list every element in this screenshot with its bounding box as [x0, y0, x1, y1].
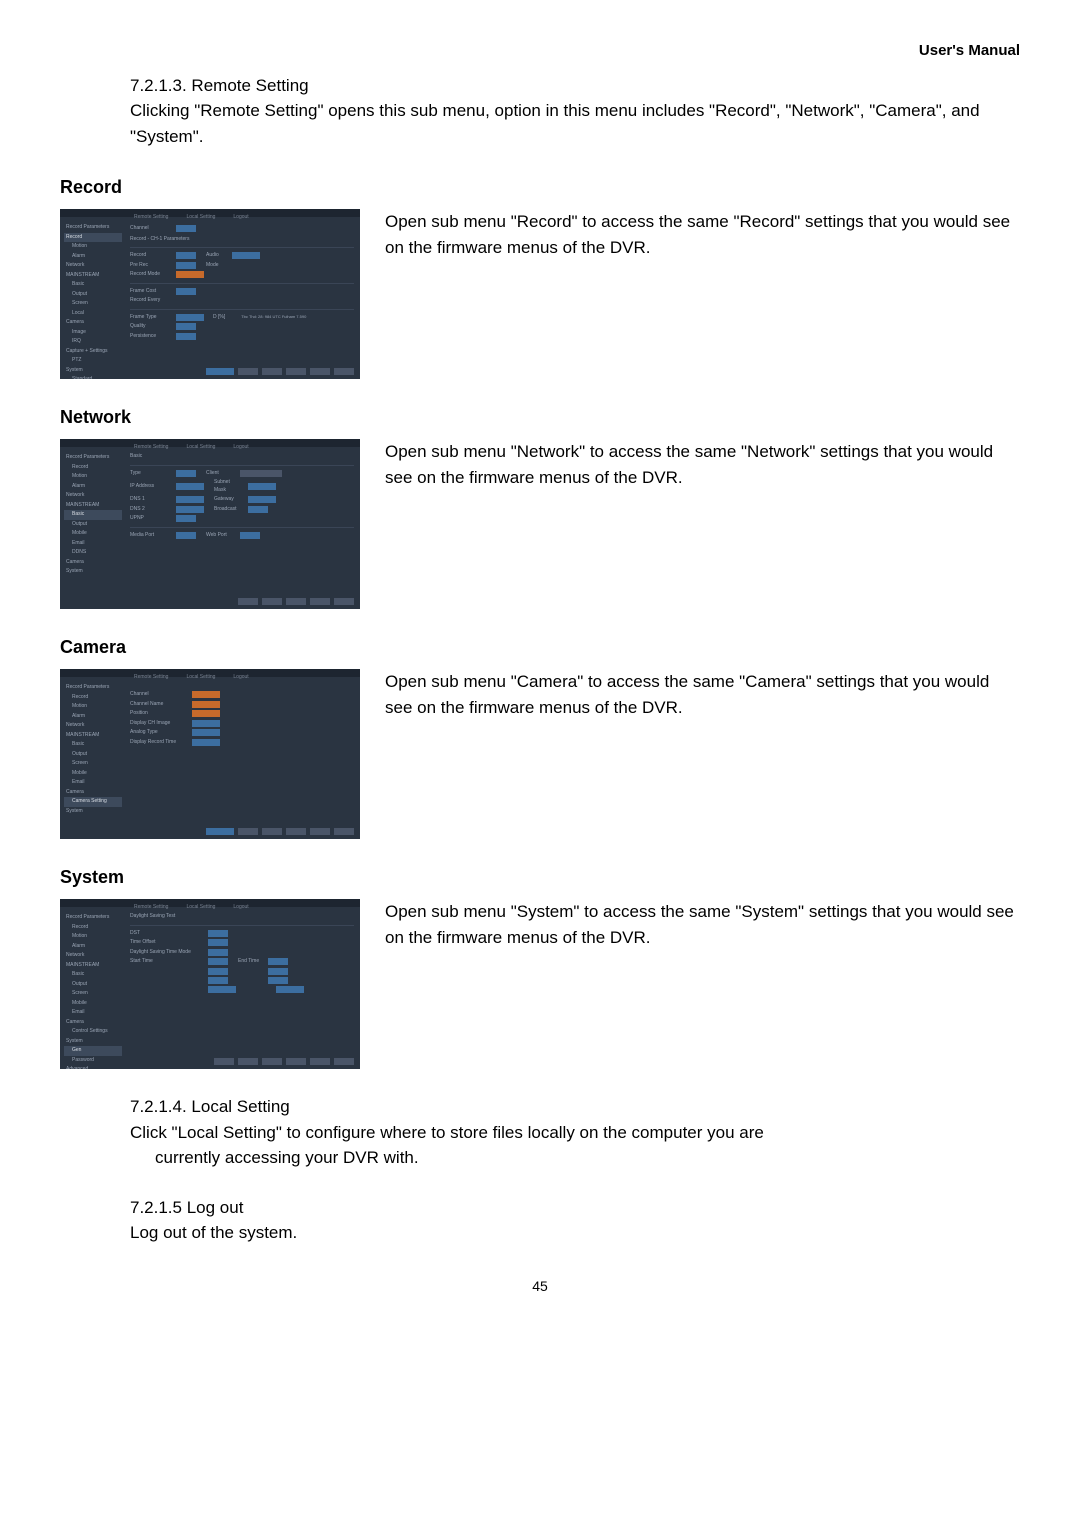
- section-7214-text1: Click "Local Setting" to configure where…: [130, 1123, 764, 1142]
- network-heading: Network: [60, 404, 1020, 431]
- record-heading: Record: [60, 174, 1020, 201]
- header-right: User's Manual: [60, 40, 1020, 63]
- network-desc: Open sub menu "Network" to access the sa…: [385, 439, 1020, 490]
- section-7214-text2: currently accessing your DVR with.: [155, 1145, 1020, 1171]
- section-7213-title: 7.2.1.3. Remote Setting: [130, 73, 1020, 99]
- camera-desc: Open sub menu "Camera" to access the sam…: [385, 669, 1020, 720]
- section-7215-text: Log out of the system.: [130, 1220, 1020, 1246]
- section-7214-title: 7.2.1.4. Local Setting: [130, 1094, 1020, 1120]
- record-screenshot: Remote Setting Local Setting Logout Reco…: [60, 209, 360, 379]
- system-screenshot: Remote SettingLocal SettingLogout Record…: [60, 899, 360, 1069]
- record-sidebar: Record Parameters Record Motion Alarm Ne…: [64, 223, 122, 379]
- page-number: 45: [60, 1276, 1020, 1297]
- network-screenshot: Remote SettingLocal SettingLogout Record…: [60, 439, 360, 609]
- system-desc: Open sub menu "System" to access the sam…: [385, 899, 1020, 950]
- system-heading: System: [60, 864, 1020, 891]
- section-7213-text: Clicking "Remote Setting" opens this sub…: [130, 101, 980, 146]
- section-7215-title: 7.2.1.5 Log out: [130, 1195, 1020, 1221]
- camera-screenshot: Remote SettingLocal SettingLogout Record…: [60, 669, 360, 839]
- camera-heading: Camera: [60, 634, 1020, 661]
- record-desc: Open sub menu "Record" to access the sam…: [385, 209, 1020, 260]
